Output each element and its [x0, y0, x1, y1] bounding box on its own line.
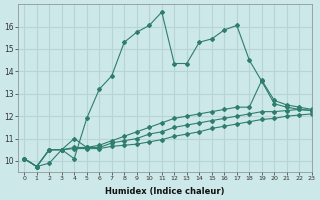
X-axis label: Humidex (Indice chaleur): Humidex (Indice chaleur) [105, 187, 225, 196]
